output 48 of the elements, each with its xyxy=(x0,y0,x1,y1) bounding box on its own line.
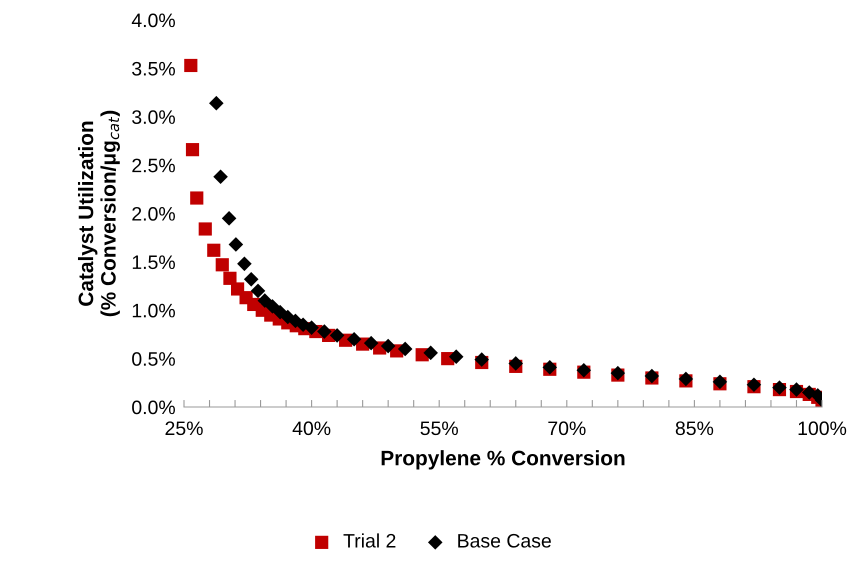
x-tick-label: 25% xyxy=(166,421,203,436)
point xyxy=(190,191,204,205)
point xyxy=(258,293,272,308)
point xyxy=(209,96,224,110)
point xyxy=(380,338,396,354)
x-tick-label: 100% xyxy=(798,421,846,436)
point xyxy=(186,143,200,156)
point xyxy=(474,352,490,367)
x-tick-label: 55% xyxy=(420,421,458,436)
x-axis-title: Propylene % Conversion xyxy=(382,450,624,470)
point xyxy=(576,362,592,378)
point xyxy=(508,356,524,371)
point xyxy=(250,284,266,298)
point xyxy=(222,211,236,226)
point xyxy=(330,328,344,343)
point xyxy=(364,336,378,350)
point xyxy=(198,222,212,236)
y-tick-label: 4.0% xyxy=(132,13,175,28)
point xyxy=(213,169,228,184)
legend-label: Base Case xyxy=(458,534,551,548)
point xyxy=(304,320,319,335)
point xyxy=(448,349,464,364)
point xyxy=(265,299,280,314)
point xyxy=(216,258,229,272)
x-tick-label: 85% xyxy=(676,421,714,436)
point xyxy=(223,272,237,285)
x-tick-label: 70% xyxy=(548,421,586,436)
y-tick-label: 3.5% xyxy=(132,62,175,76)
y-tick-label: 0.0% xyxy=(132,400,175,414)
x-tick-label: 40% xyxy=(292,421,330,436)
y-tick-label: 2.5% xyxy=(132,158,175,172)
point xyxy=(237,256,252,272)
point xyxy=(746,377,762,392)
y-axis-title: Catalyst Utilization (% Conversion/μg$_{cat}$) xyxy=(78,110,120,316)
point xyxy=(346,332,362,347)
legend-label: Trial 2 xyxy=(344,533,396,548)
point xyxy=(244,272,258,287)
y-tick-label: 3.0% xyxy=(132,110,175,124)
y-tick-label: 0.5% xyxy=(132,352,175,366)
point xyxy=(423,346,438,360)
point xyxy=(317,324,332,339)
point xyxy=(228,237,244,252)
y-tick-label: 2.0% xyxy=(132,206,175,221)
y-tick-label: 1.5% xyxy=(132,255,175,270)
point xyxy=(184,58,198,72)
y-tick-label: 1.0% xyxy=(132,304,175,318)
point xyxy=(207,244,220,257)
point xyxy=(398,342,412,356)
